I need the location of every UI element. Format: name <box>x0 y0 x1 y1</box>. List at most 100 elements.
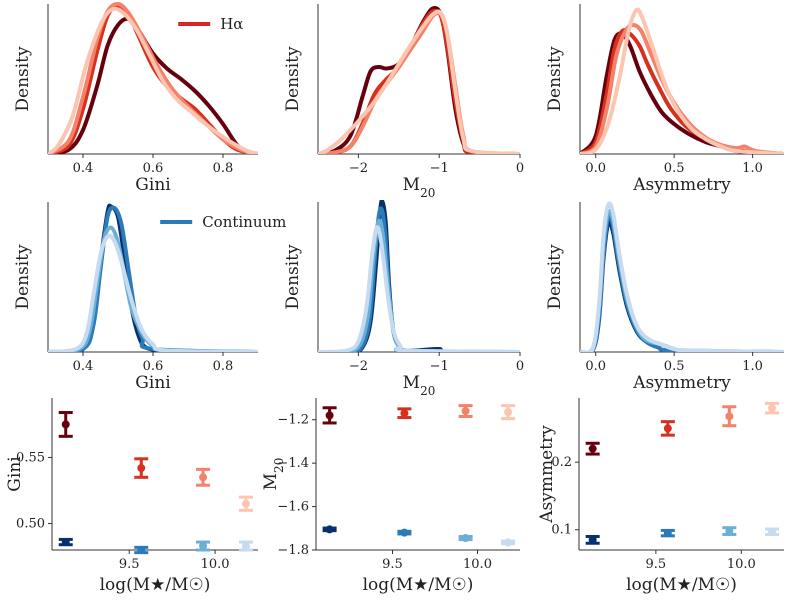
y-tick-label: −1.6 <box>277 500 309 515</box>
y-tick-label: 0.55 <box>16 450 45 465</box>
y-tick-label: −1.2 <box>277 413 309 428</box>
y-axis-label: Gini <box>5 456 25 492</box>
data-point <box>504 538 513 547</box>
panel-gini_vs_mass: 9.5 10.0 0.50 0.55 log(M★/M☉) Gini <box>5 398 258 595</box>
panel-gini_ha: 0.4 0.6 0.8 Gini Density Hα <box>13 2 258 195</box>
x-tick-label: 0.4 <box>73 359 94 374</box>
x-tick-label: 9.5 <box>646 557 667 572</box>
y-tick-label: 0.1 <box>551 523 572 538</box>
y-axis-label: Density <box>13 46 33 112</box>
density-curve <box>318 200 520 352</box>
density-curve <box>580 201 784 352</box>
density-curve <box>580 213 784 352</box>
density-curve <box>318 225 520 352</box>
density-curve <box>318 218 520 352</box>
y-tick-label: 0.50 <box>16 517 45 532</box>
x-tick-label: 9.5 <box>119 557 140 572</box>
data-point <box>325 411 334 420</box>
x-tick-label: 0.6 <box>143 359 164 374</box>
x-tick-label: 0 <box>516 359 524 374</box>
x-tick-label: 0.5 <box>664 161 685 176</box>
y-axis-label: Density <box>545 244 565 310</box>
x-tick-label: 0.0 <box>585 161 606 176</box>
data-point <box>241 542 250 551</box>
data-point <box>137 546 146 554</box>
y-tick-label: 0.2 <box>551 455 572 470</box>
panel-asym_vs_mass: 9.5 10.0 0.1 0.2 log(M★/M☉) Asymmetry <box>537 398 784 595</box>
panel-m20_ct: −2 −1 0 M20 Density <box>283 200 524 398</box>
panel-m20_ha: −2 −1 0 M20 Density <box>283 4 524 200</box>
panel-gini_ct: 0.4 0.6 0.8 Gini Density Continuum <box>13 202 286 393</box>
y-tick-label: −1.4 <box>277 456 309 471</box>
x-axis-label: Gini <box>135 175 171 195</box>
x-tick-label: 0.4 <box>73 161 94 176</box>
density-curve <box>580 219 784 352</box>
x-tick-label: 9.5 <box>382 557 403 572</box>
x-tick-label: 1.0 <box>742 161 763 176</box>
data-point <box>199 473 208 482</box>
panel-m20_vs_mass: 9.5 10.0 −1.2 −1.4 −1.6 −1.8 log(M★/M☉) M20 <box>261 398 520 595</box>
x-axis-label: Asymmetry <box>632 175 731 195</box>
x-axis-label: M20 <box>403 373 436 398</box>
y-axis-label: Density <box>283 46 303 112</box>
y-axis-label: M20 <box>261 458 286 491</box>
x-tick-label: −1 <box>430 359 449 374</box>
data-point <box>61 420 70 429</box>
x-tick-label: 0.5 <box>664 359 685 374</box>
x-tick-label: 0.8 <box>213 359 234 374</box>
panel-asym_ha: 0.0 0.5 1.0 Asymmetry Density <box>545 4 784 195</box>
x-tick-label: −1 <box>430 161 449 176</box>
density-curve <box>580 7 784 154</box>
x-tick-label: 0 <box>516 161 524 176</box>
x-tick-label: 0.0 <box>585 359 606 374</box>
data-point <box>768 404 777 413</box>
density-curve <box>580 23 784 154</box>
legend-label: Hα <box>220 15 243 33</box>
y-axis-label: Density <box>283 244 303 310</box>
x-tick-label: 10.0 <box>463 557 492 572</box>
y-axis-label: Density <box>13 244 33 310</box>
data-point <box>588 444 597 453</box>
data-point <box>725 527 734 536</box>
density-curve <box>318 206 520 352</box>
x-axis-label: Asymmetry <box>632 373 731 393</box>
data-point <box>61 538 70 547</box>
data-point <box>768 527 777 536</box>
density-curve <box>318 9 520 154</box>
legend-label: Continuum <box>202 213 286 231</box>
data-point <box>725 412 734 421</box>
data-point <box>663 424 672 433</box>
density-curve <box>48 233 258 352</box>
density-curve <box>48 225 258 352</box>
data-point <box>588 535 597 544</box>
x-axis-label: Gini <box>135 373 171 393</box>
data-point <box>325 525 334 534</box>
x-tick-label: 10.0 <box>201 557 230 572</box>
density-curve <box>580 208 784 352</box>
y-tick-label: −1.8 <box>277 543 309 558</box>
data-point <box>504 408 513 417</box>
x-tick-label: 1.0 <box>742 359 763 374</box>
data-point <box>137 464 146 473</box>
panel-asym_ct: 0.0 0.5 1.0 Asymmetry Density <box>545 201 784 393</box>
x-tick-label: 0.8 <box>213 161 234 176</box>
y-axis-label: Asymmetry <box>537 425 557 524</box>
x-axis-label: log(M★/M☉) <box>626 575 737 595</box>
density-curve <box>48 6 258 154</box>
data-point <box>400 528 409 537</box>
data-point <box>461 534 470 543</box>
y-axis-label: Density <box>545 46 565 112</box>
data-point <box>400 409 409 418</box>
data-point <box>199 542 208 551</box>
x-axis-label: log(M★/M☉) <box>363 575 474 595</box>
data-point <box>461 407 470 416</box>
data-point <box>241 499 250 508</box>
x-axis-label: M20 <box>403 175 436 200</box>
density-curve <box>48 205 258 352</box>
data-point <box>663 529 672 538</box>
x-tick-label: −2 <box>349 161 368 176</box>
x-tick-label: 10.0 <box>727 557 756 572</box>
x-tick-label: −2 <box>349 359 368 374</box>
x-tick-label: 0.6 <box>143 161 164 176</box>
